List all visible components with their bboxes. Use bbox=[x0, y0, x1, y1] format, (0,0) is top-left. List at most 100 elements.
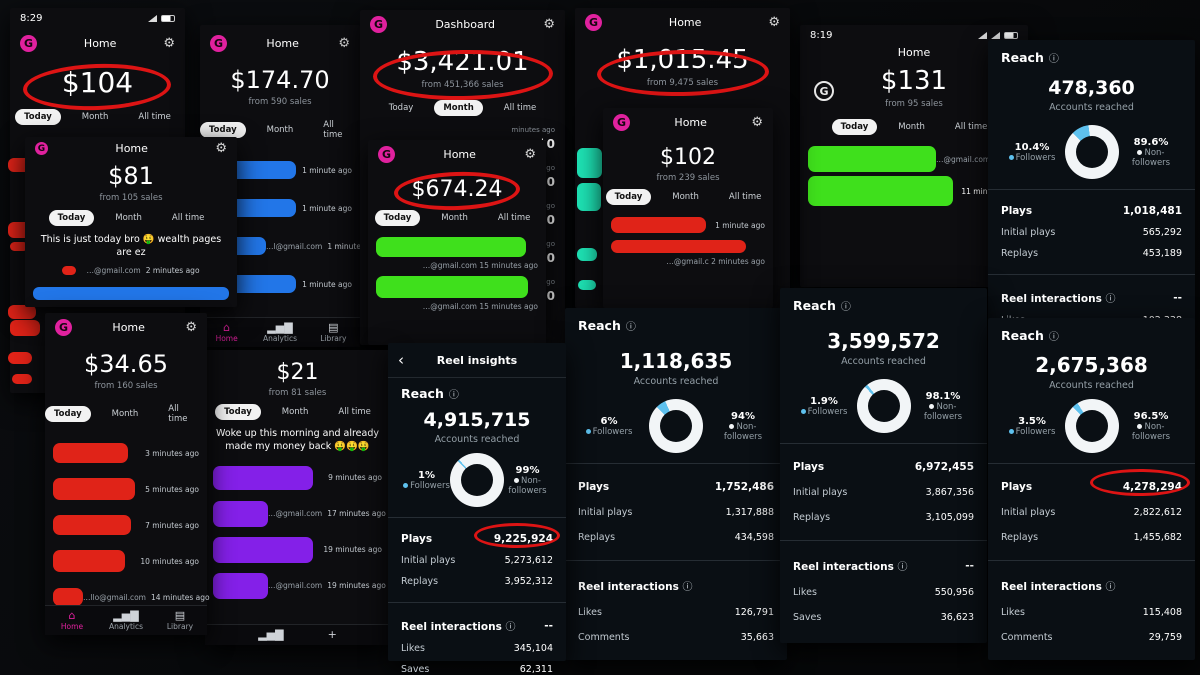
section-title: Reach ⓘ bbox=[793, 298, 974, 313]
likes-value: 115,408 bbox=[1142, 607, 1182, 618]
non-followers-label: Non-followers bbox=[1131, 421, 1171, 442]
nav-home[interactable]: ⌂ Home bbox=[200, 321, 253, 343]
replays-row: Replays 453,189 bbox=[1001, 243, 1182, 264]
transaction-time: 5 minutes ago bbox=[145, 484, 199, 494]
info-icon[interactable]: ⓘ bbox=[897, 562, 908, 573]
redaction-scribble bbox=[53, 550, 125, 572]
section-title: Reach ⓘ bbox=[1001, 50, 1182, 65]
tab-today[interactable]: Today bbox=[374, 210, 421, 226]
info-icon[interactable]: ⓘ bbox=[625, 322, 636, 333]
transaction-time: 1 minute ago bbox=[302, 165, 352, 175]
redaction-scribble bbox=[53, 588, 83, 606]
info-icon[interactable]: ⓘ bbox=[840, 302, 851, 313]
nav-analytics[interactable]: ▂▅▇ Analytics bbox=[99, 609, 153, 631]
tab-today[interactable]: Today bbox=[15, 109, 61, 125]
settings-gear-icon[interactable]: ⚙ bbox=[185, 320, 197, 335]
settings-gear-icon[interactable]: ⚙ bbox=[543, 17, 555, 32]
info-icon[interactable]: ⓘ bbox=[682, 582, 693, 593]
tab-month[interactable]: Month bbox=[266, 125, 294, 135]
transaction-row: 3 minutes ago bbox=[45, 435, 207, 471]
sales-count: from 590 sales bbox=[248, 97, 312, 107]
reel-interactions-label: Reel interactions bbox=[401, 621, 502, 633]
nav-analytics[interactable]: ▂▅▇ bbox=[258, 628, 283, 641]
buyer-email: …@gmail.c bbox=[666, 257, 709, 266]
tab-today[interactable]: Today bbox=[45, 406, 91, 422]
settings-gear-icon[interactable]: ⚙ bbox=[524, 147, 536, 162]
tab-month[interactable]: Month bbox=[441, 213, 468, 223]
info-icon[interactable]: ⓘ bbox=[505, 622, 516, 633]
settings-gear-icon[interactable]: ⚙ bbox=[163, 36, 175, 51]
accounts-reached-value: 4,915,715 bbox=[423, 409, 531, 431]
annotation-caption: Woke up this morning and already made my… bbox=[215, 428, 379, 453]
earnings-amount: $102 bbox=[660, 145, 716, 170]
earnings-amount: $674.24 bbox=[411, 177, 503, 202]
tab-all-time[interactable]: All time bbox=[503, 103, 537, 113]
non-followers-percent: 96.5% bbox=[1133, 410, 1169, 422]
tab-all-time[interactable]: All time bbox=[954, 122, 988, 132]
tab-today[interactable]: Today bbox=[388, 103, 414, 113]
tab-today[interactable]: Today bbox=[48, 210, 95, 226]
plus-icon: + bbox=[327, 627, 337, 641]
tab-today[interactable]: Today bbox=[831, 119, 878, 135]
tab-today[interactable]: Today bbox=[200, 122, 246, 138]
tab-month[interactable]: Month bbox=[898, 122, 925, 132]
info-icon[interactable]: ⓘ bbox=[1048, 54, 1059, 65]
info-icon[interactable]: ⓘ bbox=[1048, 332, 1059, 343]
settings-gear-icon[interactable]: ⚙ bbox=[215, 141, 227, 156]
sales-count: from 239 sales bbox=[656, 173, 720, 183]
tab-all-time[interactable]: All time bbox=[171, 213, 205, 223]
settings-gear-icon[interactable]: ⚙ bbox=[338, 36, 350, 51]
tab-all-time[interactable]: All time bbox=[168, 404, 188, 424]
back-icon[interactable]: ‹ bbox=[398, 351, 404, 369]
redaction-scribble bbox=[62, 266, 77, 276]
tab-today[interactable]: Today bbox=[605, 189, 652, 205]
page-title: Home bbox=[668, 16, 702, 29]
tab-all-time[interactable]: All time bbox=[138, 112, 171, 122]
info-icon[interactable]: ⓘ bbox=[1105, 582, 1116, 593]
tab-month[interactable]: Month bbox=[281, 407, 309, 417]
nav-analytics-label: Analytics bbox=[262, 334, 298, 343]
tab-month[interactable]: Month bbox=[81, 112, 109, 122]
likes-value: 126,791 bbox=[734, 607, 774, 618]
tab-month[interactable]: Month bbox=[434, 100, 483, 116]
replays-row: Replays 1,455,682 bbox=[1001, 525, 1182, 550]
accounts-reached-label: Accounts reached bbox=[1049, 380, 1134, 391]
divider bbox=[780, 443, 987, 444]
reach-title: Reach bbox=[1001, 50, 1044, 65]
info-icon[interactable]: ⓘ bbox=[448, 390, 459, 401]
followers-legend: 1% Followers bbox=[403, 470, 450, 491]
reel-interactions-row: Reel interactions ⓘ bbox=[1001, 571, 1182, 600]
status-time: 8:19 bbox=[810, 30, 833, 41]
redaction-scribble bbox=[53, 515, 131, 535]
reel-interactions-row: Reel interactions ⓘ -- bbox=[1001, 285, 1182, 310]
tab-all-time[interactable]: All time bbox=[338, 407, 371, 417]
tab-all-time[interactable]: All time bbox=[728, 192, 762, 202]
time-filter-tabs: Today Month All time bbox=[25, 210, 237, 226]
tab-month[interactable]: Month bbox=[672, 192, 699, 202]
status-bar: 8:19 bbox=[800, 25, 1028, 46]
nav-library[interactable]: ▤ Library bbox=[307, 321, 360, 343]
tab-today[interactable]: Today bbox=[215, 404, 261, 420]
tab-month[interactable]: Month bbox=[111, 409, 139, 419]
nav-add[interactable]: + bbox=[327, 627, 337, 641]
likes-row: Likes 126,791 bbox=[578, 600, 774, 625]
transaction-row: …llo@gmail.com 14 minutes ago bbox=[45, 579, 210, 615]
transaction-row: 1 minute ago bbox=[603, 213, 773, 237]
buyer-email: …l@gmail.com bbox=[266, 241, 323, 251]
replays-label: Replays bbox=[1001, 248, 1039, 259]
tab-all-time[interactable]: All time bbox=[323, 120, 343, 140]
reach-title: Reach bbox=[793, 298, 836, 313]
tab-month[interactable]: Month bbox=[115, 213, 142, 223]
nav-library[interactable]: ▤ Library bbox=[153, 609, 207, 631]
transaction-time: 10 minutes ago bbox=[140, 556, 199, 566]
nav-home[interactable]: ⌂ Home bbox=[45, 609, 99, 631]
earnings-amount: $104 bbox=[61, 66, 134, 99]
time-filter-tabs: Today Month All time bbox=[200, 117, 360, 143]
info-icon[interactable]: ⓘ bbox=[1105, 294, 1116, 305]
replays-label: Replays bbox=[401, 576, 439, 587]
non-followers-legend: 94% Non-followers bbox=[714, 411, 772, 442]
tab-all-time[interactable]: All time bbox=[497, 213, 531, 223]
settings-gear-icon[interactable]: ⚙ bbox=[768, 15, 780, 30]
settings-gear-icon[interactable]: ⚙ bbox=[751, 115, 763, 130]
nav-analytics[interactable]: ▂▅▇ Analytics bbox=[253, 321, 306, 343]
